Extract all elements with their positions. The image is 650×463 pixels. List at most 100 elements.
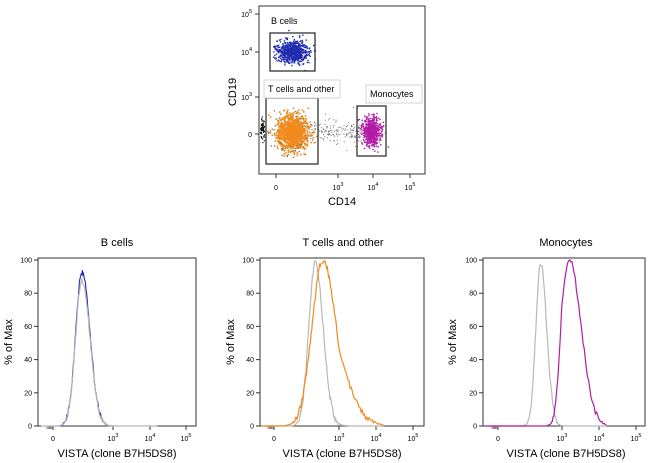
event-dot	[297, 54, 299, 56]
event-dot	[369, 128, 371, 131]
event-dot	[279, 137, 281, 139]
event-dot	[270, 145, 273, 147]
dot-plot-y-label: CD19	[227, 78, 239, 106]
event-dot	[294, 131, 297, 133]
event-dot	[279, 46, 281, 48]
event-dot	[380, 134, 382, 136]
event-dot	[309, 121, 311, 123]
event-dot	[353, 106, 354, 108]
event-dot	[286, 52, 289, 54]
event-dot	[373, 118, 376, 120]
event-dot	[294, 124, 296, 127]
event-dot	[260, 136, 262, 138]
event-dot	[368, 145, 370, 147]
event-dot	[333, 134, 335, 136]
event-dot	[365, 133, 367, 136]
event-dot	[281, 142, 283, 145]
event-dot	[375, 132, 377, 134]
event-dot	[302, 137, 305, 139]
event-dot	[309, 125, 311, 128]
event-dot	[379, 139, 381, 141]
event-dot	[346, 135, 348, 137]
event-dot	[307, 53, 310, 56]
event-dot	[318, 124, 320, 126]
event-dot	[260, 136, 262, 138]
event-dot	[292, 127, 295, 130]
event-dot	[376, 126, 378, 128]
event-dot	[377, 128, 379, 130]
event-dot	[371, 129, 373, 131]
event-dot	[311, 124, 313, 127]
event-dot	[333, 131, 335, 132]
event-dot	[377, 151, 379, 153]
histogram-frame-b-cells	[37, 257, 197, 427]
histogram-curve	[261, 259, 384, 427]
event-dot	[376, 128, 379, 131]
event-dot	[283, 52, 285, 54]
event-dot	[374, 124, 377, 127]
event-dot	[319, 130, 320, 132]
event-dot	[307, 127, 309, 130]
event-dot	[296, 145, 299, 147]
event-dot	[296, 143, 298, 145]
event-dot	[370, 140, 372, 142]
event-dot	[310, 124, 312, 125]
event-dot	[290, 43, 292, 45]
event-dot	[305, 144, 308, 146]
event-dot	[288, 145, 291, 147]
histogram-x-tick-label: 105	[631, 433, 642, 443]
event-dot	[281, 149, 283, 151]
event-dot	[358, 127, 359, 129]
event-dot	[370, 129, 372, 132]
histogram-x-tick-label: 103	[108, 433, 119, 443]
event-dot	[271, 128, 273, 130]
event-dot	[293, 119, 296, 121]
event-dot	[329, 140, 331, 141]
event-dot	[308, 52, 311, 54]
event-dot	[299, 126, 302, 128]
event-dot	[366, 123, 368, 125]
event-dot	[368, 140, 370, 142]
histogram-x-tick-label: 104	[371, 433, 382, 443]
event-dot	[370, 125, 372, 127]
event-dot	[280, 124, 283, 126]
event-dot	[299, 64, 301, 66]
event-dot	[285, 46, 287, 48]
event-dot	[376, 135, 378, 137]
event-dot	[295, 54, 297, 57]
event-dot	[362, 133, 363, 135]
event-dot	[282, 130, 284, 132]
event-dot	[283, 138, 286, 141]
event-dot	[373, 138, 375, 140]
event-dot	[287, 54, 290, 57]
event-dot	[321, 130, 323, 132]
event-dot	[298, 131, 301, 134]
event-dot	[295, 51, 297, 54]
event-dot	[357, 119, 359, 121]
event-dot	[294, 42, 296, 44]
event-dot	[367, 123, 370, 125]
event-dot	[290, 140, 292, 142]
event-dot	[301, 143, 303, 145]
event-dot	[295, 138, 298, 140]
event-dot	[368, 146, 370, 148]
event-dot	[275, 137, 277, 139]
event-dot	[343, 141, 345, 143]
event-dot	[286, 142, 289, 145]
event-dot	[280, 48, 282, 50]
event-dot	[327, 133, 329, 135]
event-dot	[308, 134, 309, 136]
event-dot	[295, 130, 298, 132]
event-dot	[290, 133, 293, 136]
event-dot	[303, 55, 306, 58]
event-dot	[368, 113, 370, 115]
event-dot	[372, 136, 375, 138]
event-dot	[297, 147, 300, 149]
event-dot	[294, 52, 296, 54]
event-dot	[279, 117, 281, 119]
event-dot	[373, 140, 375, 143]
event-dot	[365, 116, 367, 118]
event-dot	[345, 128, 346, 130]
event-dot	[294, 142, 296, 145]
event-dot	[304, 131, 307, 133]
